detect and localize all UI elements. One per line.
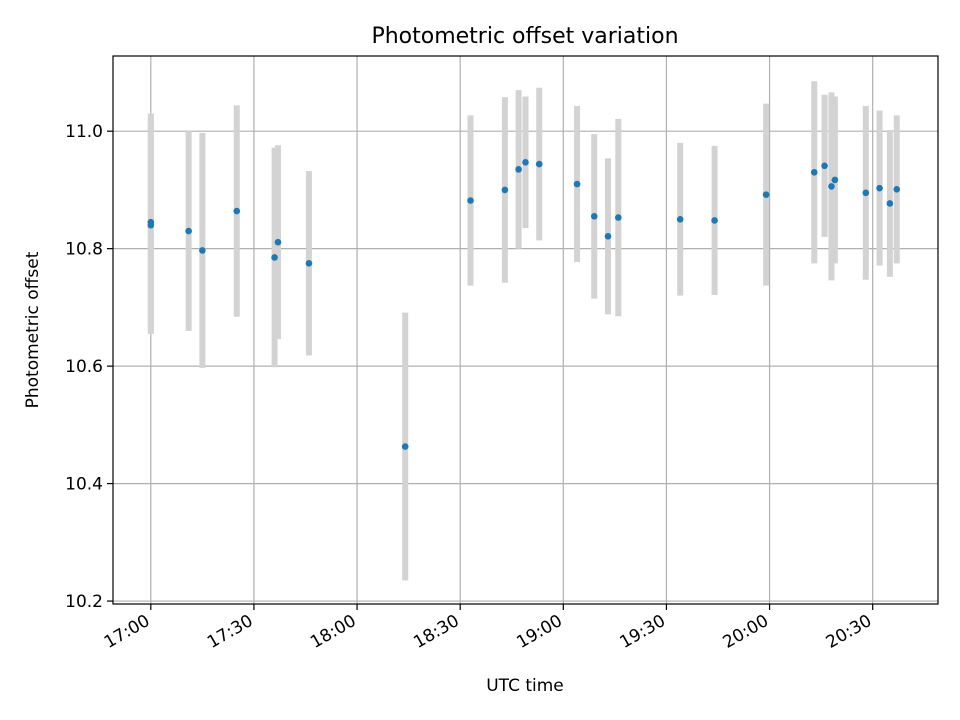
data-point [271,254,278,261]
data-point [305,260,313,267]
chart-title: Photometric offset variation [371,24,678,49]
data-point [886,200,894,207]
x-tick-label: 17:30 [204,611,256,653]
x-tick-label: 18:30 [410,611,462,653]
data-point [274,238,282,246]
data-point [501,186,509,194]
data-point [862,189,870,197]
data-point [233,207,241,215]
data-point [876,184,883,192]
data-point [199,247,206,254]
x-tick-label: 20:30 [823,611,875,653]
y-tick-label: 10.6 [65,357,103,377]
data-point [522,159,529,166]
data-point [762,191,770,198]
y-tick-label: 11.0 [65,122,103,142]
data-point [535,160,543,168]
plot-frame [112,55,939,605]
x-tick-label: 19:00 [513,611,565,653]
x-tick-label: 19:30 [617,611,669,653]
data-point [147,221,155,229]
data-point [467,197,474,204]
x-axis-label: UTC time [486,676,564,696]
x-tick-label: 17:00 [101,611,153,653]
y-axis-label: Photometric offset [23,251,43,408]
x-axis: 17:00 17:30 18:00 18:30 19:00 19:30 20:00 20:30 [101,604,875,653]
data-point [185,227,192,235]
data-point [515,166,522,173]
x-tick-label: 18:00 [307,611,359,653]
data-point [711,217,718,224]
y-axis: 10.2 10.4 10.6 10.8 11.0 [65,122,113,612]
x-tick-label: 20:00 [720,611,772,653]
data-point [676,215,684,223]
data-point [615,214,622,221]
data-point [821,162,828,170]
y-tick-label: 10.8 [65,240,103,260]
data-point [828,183,835,190]
data-point [604,233,612,240]
data-point [401,443,409,450]
data-point [810,168,818,176]
data-points [147,159,901,450]
data-point [831,176,839,184]
data-point [573,180,581,188]
data-point [590,213,598,220]
y-tick-label: 10.2 [65,592,103,612]
data-point [893,186,901,193]
error-bars [147,81,900,581]
y-tick-label: 10.4 [65,475,103,495]
